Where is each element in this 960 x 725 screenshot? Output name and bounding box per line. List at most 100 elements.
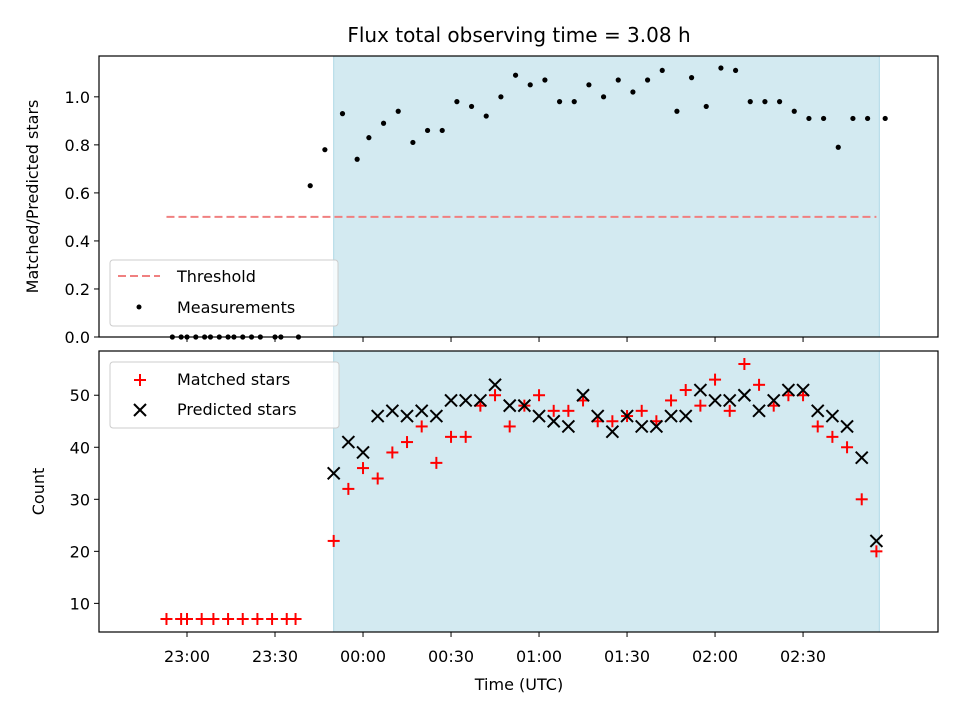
matched-star-marker xyxy=(694,399,707,412)
matched-star-marker xyxy=(251,612,264,625)
measurement-point xyxy=(322,147,328,153)
predicted-star-marker xyxy=(825,409,840,423)
measurement-point xyxy=(882,115,888,122)
bottom-panel: 10 20 30 40 50 23:00 23:30 00:00 00:30 01:00 01:3… xyxy=(29,350,939,694)
predicted-star-marker xyxy=(429,409,444,423)
legend-predicted-label: Predicted stars xyxy=(177,400,297,419)
x-tick-label: 02:00 xyxy=(692,647,738,666)
measurement-point xyxy=(864,115,871,122)
measurement-point xyxy=(703,103,709,110)
measurement-point xyxy=(410,139,416,146)
matched-star-marker xyxy=(289,612,302,625)
measurement-point xyxy=(674,108,680,114)
matched-star-marker xyxy=(459,430,472,443)
top-legend: Threshold Measurements xyxy=(109,259,339,327)
matched-star-marker xyxy=(606,415,619,428)
predicted-star-marker xyxy=(444,393,458,408)
matched-star-marker xyxy=(181,612,194,625)
x-tick-label: 02:30 xyxy=(780,647,826,666)
matched-star-marker xyxy=(266,612,279,625)
measurement-point xyxy=(644,77,651,83)
predicted-star-marker xyxy=(400,409,414,423)
chart-title: Flux total observing time = 3.08 h xyxy=(347,23,690,47)
measurement-point xyxy=(339,111,346,117)
matched-star-marker xyxy=(489,389,502,402)
predicted-star-marker xyxy=(781,383,796,397)
measurement-point xyxy=(380,120,387,126)
predicted-star-marker xyxy=(561,419,576,434)
matched-star-marker xyxy=(709,373,722,386)
measurement-point xyxy=(820,115,827,122)
matched-star-marker xyxy=(207,612,220,625)
legend-threshold-label: Threshold xyxy=(176,267,256,286)
x-axis-label: Time (UTC) xyxy=(474,675,563,694)
top-y-tick-label: 0.6 xyxy=(65,184,90,203)
matched-star-marker xyxy=(342,482,355,495)
bottom-y-tick-label: 20 xyxy=(70,542,90,561)
predicted-star-marker xyxy=(414,404,429,418)
matched-star-marker xyxy=(870,545,883,558)
matched-star-marker xyxy=(679,384,692,397)
bottom-y-ticks: 10 20 30 40 50 xyxy=(70,386,99,613)
matched-star-marker xyxy=(547,404,560,417)
matched-star-marker xyxy=(415,420,428,433)
bottom-y-tick-label: 40 xyxy=(70,438,90,457)
matched-star-marker xyxy=(386,446,399,459)
predicted-star-marker xyxy=(708,393,722,408)
predicted-star-marker xyxy=(649,419,664,434)
top-axes-frame xyxy=(98,55,939,338)
predicted-star-marker xyxy=(693,383,708,397)
matched-star-marker xyxy=(855,493,868,506)
predicted-star-marker xyxy=(370,409,385,423)
measurement-point xyxy=(439,127,445,134)
predicted-star-marker xyxy=(590,409,605,423)
measurement-point xyxy=(556,99,563,105)
measurement-point xyxy=(850,115,856,122)
x-tick-label: 00:00 xyxy=(340,647,386,666)
measurement-point xyxy=(512,72,519,78)
bottom-axes-frame xyxy=(98,350,939,633)
matched-star-marker xyxy=(635,404,648,417)
matched-star-marker xyxy=(738,358,751,371)
top-x-ticks xyxy=(186,337,804,342)
matched-star-marker xyxy=(841,441,854,454)
predicted-star-marker xyxy=(767,393,781,408)
predicted-star-marker xyxy=(664,409,678,423)
predicted-star-marker xyxy=(356,445,370,460)
legend-predicted-swatch xyxy=(133,403,147,417)
measurement-point xyxy=(688,75,695,81)
predicted-star-marker xyxy=(385,404,400,418)
top-y-label: Matched/Predicted stars xyxy=(23,100,42,294)
x-tick-label: 23:00 xyxy=(164,647,210,666)
measurement-point xyxy=(600,94,607,100)
predicted-star-marker xyxy=(737,388,752,402)
measurement-point xyxy=(835,144,841,150)
measurement-point xyxy=(542,77,548,83)
predicted-star-marker xyxy=(458,393,473,408)
measurement-point xyxy=(747,99,753,105)
measurement-point xyxy=(354,156,360,162)
legend-matched-label: Matched stars xyxy=(177,370,290,389)
matched-star-marker xyxy=(430,456,443,469)
bottom-y-tick-label: 10 xyxy=(70,594,90,613)
predicted-star-marker xyxy=(488,378,502,392)
measurement-point xyxy=(630,89,636,95)
measurement-point xyxy=(483,113,489,119)
observing-window-top xyxy=(333,55,880,338)
predicted-star-marker xyxy=(796,383,810,397)
bottom-y-tick-label: 50 xyxy=(70,386,90,405)
measurement-point xyxy=(615,77,621,83)
predicted-star-marker xyxy=(869,534,884,548)
matched-star-marker xyxy=(445,430,458,443)
measurement-point xyxy=(806,115,812,122)
predicted-star-marker xyxy=(576,388,590,402)
bottom-y-tick-label: 30 xyxy=(70,490,90,509)
predicted-star-marker xyxy=(473,393,488,408)
measurement-point xyxy=(659,67,665,74)
matched-star-marker xyxy=(371,472,384,485)
observing-window-bottom xyxy=(333,350,880,633)
matched-star-marker xyxy=(753,378,766,391)
predicted-star-marker xyxy=(341,435,356,449)
predicted-star-marker xyxy=(811,404,825,418)
